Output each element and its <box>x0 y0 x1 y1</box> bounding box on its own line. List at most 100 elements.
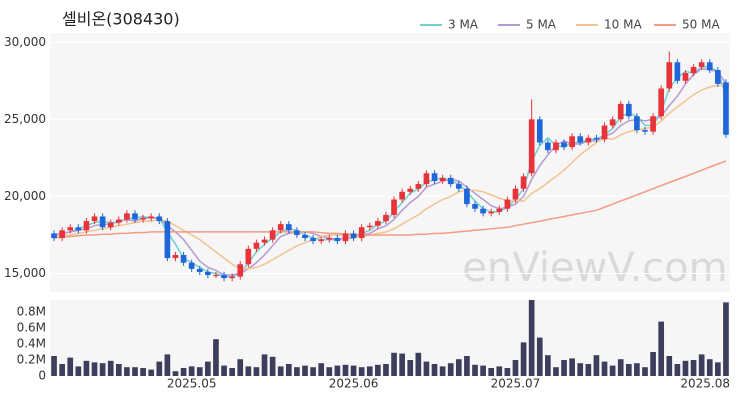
volume-bar <box>528 300 535 376</box>
candle-body <box>107 222 114 228</box>
volume-bar <box>439 366 446 376</box>
volume-bar <box>642 367 648 376</box>
candle-body <box>59 230 65 239</box>
volume-bar <box>172 371 179 376</box>
candle-body <box>536 119 543 143</box>
volume-bar <box>658 321 665 376</box>
volume-bar <box>682 360 689 376</box>
y-tick-label: 0.2M <box>17 353 46 367</box>
candle-body <box>609 119 616 126</box>
volume-bar <box>140 368 146 376</box>
candle-body <box>528 119 535 174</box>
candle-body <box>617 103 624 120</box>
candle-body <box>512 188 519 200</box>
volume-bar <box>512 360 519 376</box>
candle-body <box>431 173 438 181</box>
candle-body <box>553 142 559 151</box>
candle-body <box>698 62 705 67</box>
candle-body <box>472 204 478 209</box>
volume-panel <box>50 300 730 376</box>
volume-bar <box>431 364 438 376</box>
candle-body <box>67 227 74 231</box>
candle-body <box>545 142 551 151</box>
volume-bar <box>342 364 349 376</box>
candle-body <box>650 116 656 132</box>
candle-body <box>213 275 219 277</box>
volume-bar <box>310 367 316 376</box>
candle-body <box>464 188 470 205</box>
volume-bar <box>553 367 559 376</box>
candle-body <box>205 271 211 276</box>
volume-bar <box>455 359 462 376</box>
volume-bar <box>180 368 187 376</box>
ma-line <box>53 84 726 270</box>
candle-body <box>634 116 640 131</box>
volume-bar <box>277 366 284 376</box>
candle-body <box>593 137 600 140</box>
y-tick-label: 0.4M <box>17 337 46 351</box>
volume-bar <box>585 364 592 376</box>
candle-body <box>642 130 648 132</box>
volume-bar <box>447 363 454 376</box>
candle-body <box>326 238 333 240</box>
legend-label: 50 MA <box>682 18 720 32</box>
volume-bar <box>375 364 381 376</box>
x-tick-label: 2025.05 <box>167 377 217 391</box>
candle-body <box>666 62 673 89</box>
volume-bar <box>569 358 575 376</box>
y-tick-label: 15,000 <box>4 266 46 280</box>
y-tick-label: 0.6M <box>17 321 46 335</box>
candle-body <box>569 136 575 148</box>
candle-body <box>310 238 316 242</box>
candle-body <box>577 136 584 143</box>
candle-body <box>148 216 155 218</box>
volume-bar <box>67 357 74 376</box>
candle-body <box>399 191 405 200</box>
volume-bar <box>318 363 325 376</box>
volume-bar <box>75 366 82 376</box>
volume-bar <box>488 368 495 376</box>
volume-bar <box>407 360 414 376</box>
candle-body <box>115 219 122 223</box>
candle-body <box>715 70 721 84</box>
candle-body <box>83 221 90 231</box>
volume-bar <box>188 366 195 376</box>
volume-bar <box>196 367 203 376</box>
candle-body <box>723 82 729 135</box>
volume-bar <box>124 367 130 376</box>
volume-bar <box>213 339 219 376</box>
volume-bar <box>504 368 511 376</box>
volume-bar <box>383 364 389 376</box>
candle-body <box>221 275 227 279</box>
candle-body <box>132 213 138 220</box>
candle-body <box>51 233 57 239</box>
watermark: enViewV.com <box>462 245 727 291</box>
volume-bar <box>132 367 138 376</box>
volume-bar <box>625 364 632 376</box>
volume-bar <box>350 365 357 376</box>
candle-body <box>342 233 349 242</box>
candle-body <box>350 233 357 239</box>
volume-bar <box>561 360 567 376</box>
candle-body <box>682 73 689 81</box>
volume-bar <box>415 352 422 376</box>
candle-body <box>358 227 365 239</box>
x-tick-label: 2025.08 <box>680 377 730 391</box>
legend-label: 10 MA <box>604 18 642 32</box>
volume-bar <box>464 356 470 376</box>
candle-body <box>237 264 244 277</box>
volume-bar <box>107 360 114 376</box>
volume-bar <box>229 368 235 376</box>
chart-title: 셀비온(308430) <box>62 10 180 29</box>
volume-bar <box>294 367 300 376</box>
volume-bar <box>399 353 405 376</box>
volume-bar <box>148 369 155 376</box>
x-tick-label: 2025.06 <box>329 377 379 391</box>
legend-label: 5 MA <box>526 18 557 32</box>
volume-bar <box>269 356 276 376</box>
candle-body <box>302 234 308 239</box>
volume-bar <box>472 364 478 376</box>
volume-bar <box>334 365 341 376</box>
candle-body <box>253 242 260 249</box>
